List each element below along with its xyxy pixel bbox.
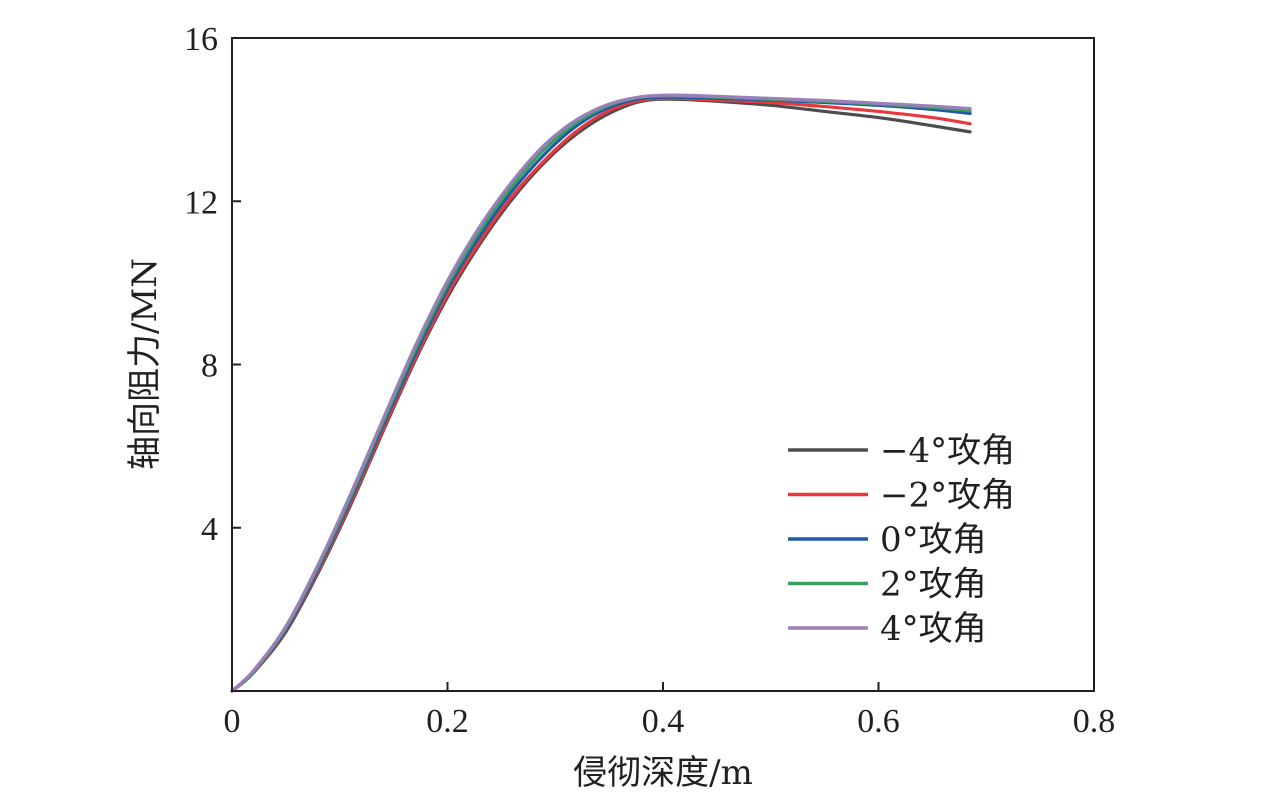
legend-label-4: 4°攻角 [880,609,987,649]
ticks-layer [232,200,880,691]
legend: −4°攻角 −2°攻角0°攻角 2°攻角4°攻角 [788,431,1015,649]
legend-label-1: −2°攻角 [880,476,1015,516]
series-line-0 [230,97,972,693]
y-tick-label-1: 8 [201,348,218,385]
x-tick-label-0: 0 [224,703,241,740]
y-tick-label-3: 16 [184,21,218,58]
x-axis-title: 侵彻深度/m [573,753,753,793]
x-tick-label-4: 0.8 [1073,703,1116,740]
series-line-4 [230,93,972,693]
series-line-1 [230,96,972,693]
legend-label-3: 2°攻角 [880,565,987,605]
series-layer [230,93,972,693]
x-tick-label-3: 0.6 [857,703,900,740]
series-line-3 [230,94,972,693]
series-line-2 [230,95,972,693]
y-tick-label-2: 12 [184,184,218,221]
y-axis-title: 轴向阻力/MN [125,258,165,470]
legend-label-2: 0°攻角 [880,520,987,560]
y-tick-label-0: 4 [201,511,218,548]
tick-labels-layer: 0 0.2 0.4 0.6 0.8 4 8 12 16 [184,21,1115,740]
x-tick-label-2: 0.4 [642,703,685,740]
x-tick-label-1: 0.2 [426,703,469,740]
legend-label-0: −4°攻角 [880,431,1015,471]
